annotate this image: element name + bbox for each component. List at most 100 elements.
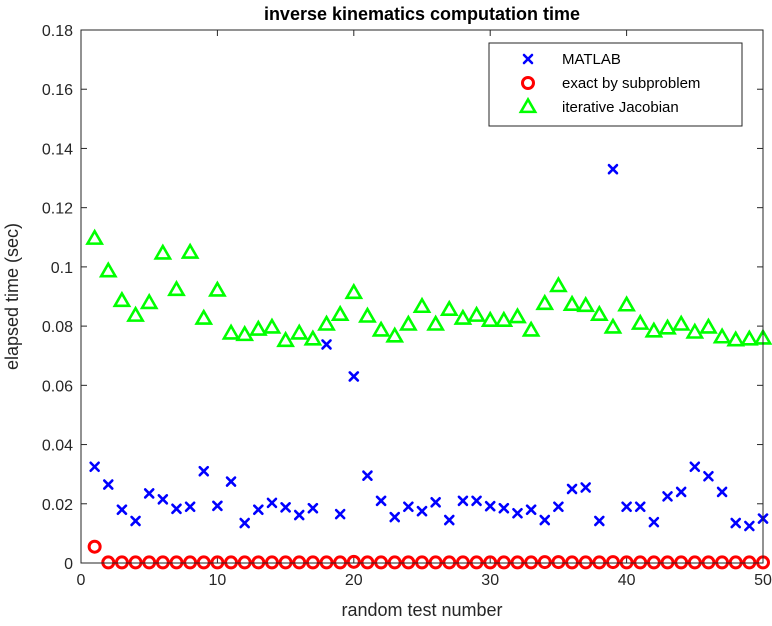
data-point-exact-by-subproblem (578, 555, 593, 570)
data-point-matlab (321, 339, 332, 350)
data-point-matlab (239, 517, 250, 529)
data-point-iterative-jacobian (562, 294, 582, 311)
data-point-matlab (130, 515, 141, 527)
data-point-iterative-jacobian (139, 292, 159, 310)
data-point-iterative-jacobian (358, 306, 377, 323)
data-point-matlab (553, 501, 564, 513)
data-point-iterative-jacobian (535, 293, 555, 311)
data-point-exact-by-subproblem (196, 555, 211, 570)
data-point-iterative-jacobian (521, 320, 541, 337)
data-point-matlab (212, 500, 223, 512)
data-point-iterative-jacobian (85, 228, 105, 245)
data-point-matlab (375, 495, 387, 507)
data-point-matlab (662, 491, 673, 502)
data-point-iterative-jacobian (126, 305, 145, 322)
data-point-exact-by-subproblem (701, 555, 716, 570)
data-point-iterative-jacobian (712, 327, 732, 344)
data-point-matlab (362, 470, 373, 481)
data-point-exact-by-subproblem (346, 554, 361, 569)
data-point-iterative-jacobian (658, 318, 677, 335)
data-point-iterative-jacobian (426, 314, 446, 331)
x-tick-label: 50 (754, 572, 772, 589)
legend-label-iterative-jacobian: iterative Jacobian (562, 99, 679, 116)
data-point-exact-by-subproblem (496, 555, 511, 570)
chart-title: inverse kinematics computation time (264, 4, 580, 24)
data-point-iterative-jacobian (153, 243, 173, 260)
data-point-exact-by-subproblem (387, 555, 402, 570)
data-point-matlab (430, 496, 441, 508)
x-tick-label: 30 (481, 572, 499, 589)
data-point-matlab (525, 504, 537, 516)
data-point-matlab (266, 497, 278, 509)
data-point-matlab (689, 461, 701, 473)
data-point-exact-by-subproblem (442, 555, 457, 570)
data-point-exact-by-subproblem (155, 555, 170, 570)
data-point-exact-by-subproblem (142, 555, 157, 570)
data-point-matlab (143, 488, 155, 499)
data-point-exact-by-subproblem (715, 555, 730, 570)
data-point-iterative-jacobian (726, 330, 746, 347)
data-point-exact-by-subproblem (401, 555, 416, 570)
data-point-iterative-jacobian (699, 317, 718, 334)
y-tick-label: 0.08 (42, 319, 73, 336)
data-point-exact-by-subproblem (483, 555, 498, 570)
y-tick-label: 0.04 (42, 438, 73, 455)
data-point-iterative-jacobian (576, 295, 596, 313)
data-point-iterative-jacobian (344, 282, 364, 300)
data-point-iterative-jacobian (398, 314, 418, 331)
y-tick-label: 0.14 (42, 141, 73, 158)
data-point-matlab (102, 479, 114, 490)
legend-marker-matlab (522, 53, 534, 65)
data-point-exact-by-subproblem (87, 539, 102, 554)
data-point-iterative-jacobian (467, 305, 486, 322)
data-point-exact-by-subproblem (305, 555, 320, 570)
x-tick-label: 0 (77, 572, 86, 589)
tick-labels-layer: 0 10 20 30 40 50 0 0.02 0.04 0.06 0.08 0.1 0.12 0.14 0… (42, 23, 772, 589)
y-tick-label: 0.18 (42, 23, 73, 40)
legend: MATLAB exact by subproblem iterative Jacob… (488, 42, 743, 127)
data-point-iterative-jacobian (589, 304, 609, 322)
data-point-iterative-jacobian (167, 279, 186, 297)
data-point-iterative-jacobian (385, 326, 405, 343)
data-point-matlab (607, 163, 619, 175)
data-point-iterative-jacobian (235, 324, 255, 342)
data-point-exact-by-subproblem (169, 555, 184, 570)
data-point-matlab (184, 501, 196, 513)
data-point-matlab (744, 520, 755, 532)
data-point-matlab (648, 516, 660, 528)
y-tick-label: 0.16 (42, 82, 73, 99)
data-point-iterative-jacobian (194, 308, 214, 325)
data-point-matlab (457, 495, 469, 507)
data-point-iterative-jacobian (317, 314, 336, 331)
legend-label-exact-by-subproblem: exact by subproblem (562, 75, 700, 92)
data-point-matlab (116, 504, 128, 516)
data-point-matlab (730, 517, 742, 529)
x-axis-label: random test number (341, 600, 502, 620)
legend-marker-exact-by-subproblem (521, 76, 535, 90)
data-point-iterative-jacobian (630, 313, 650, 330)
data-point-exact-by-subproblem (551, 555, 566, 570)
data-point-matlab (716, 486, 728, 498)
data-point-iterative-jacobian (480, 310, 500, 327)
data-point-matlab (198, 465, 210, 477)
data-point-exact-by-subproblem (660, 555, 675, 570)
data-point-matlab (280, 502, 291, 513)
y-tick-label: 0.1 (51, 260, 73, 277)
data-point-exact-by-subproblem (292, 555, 307, 570)
data-point-exact-by-subproblem (633, 555, 648, 570)
data-point-matlab (348, 371, 360, 382)
data-point-iterative-jacobian (494, 310, 514, 327)
series-exact-by-subproblem (87, 539, 770, 570)
data-point-exact-by-subproblem (728, 555, 743, 570)
x-tick-label: 20 (345, 572, 363, 589)
data-point-exact-by-subproblem (565, 555, 580, 570)
data-point-iterative-jacobian (98, 261, 118, 278)
legend-label-matlab: MATLAB (562, 51, 621, 68)
data-point-exact-by-subproblem (101, 555, 116, 570)
data-point-iterative-jacobian (221, 323, 241, 340)
data-point-iterative-jacobian (289, 323, 309, 340)
data-point-matlab (594, 515, 605, 527)
data-point-iterative-jacobian (671, 314, 691, 331)
data-point-exact-by-subproblem (605, 555, 620, 570)
